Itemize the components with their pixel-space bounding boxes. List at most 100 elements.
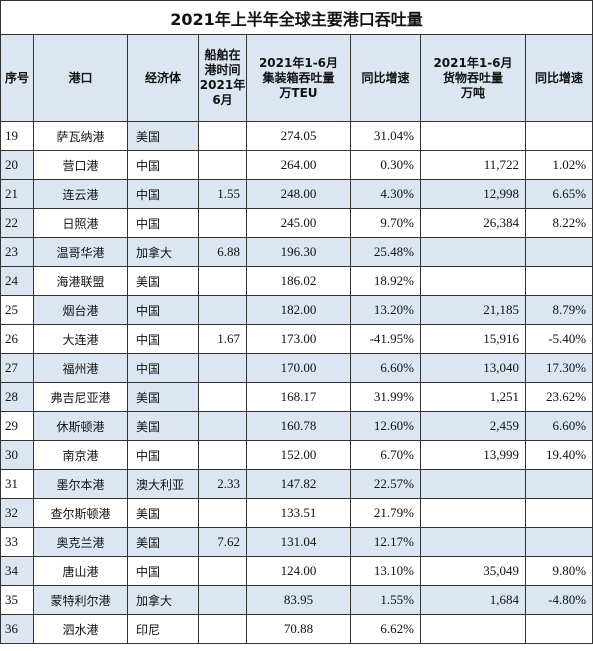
cell-port: 营口港 (33, 150, 128, 180)
cell-teu-yoy: 31.99% (350, 382, 421, 412)
header-row: 序号 港口 经济体 船舶在 港时间 2021年 6月 2021年1-6月 集装箱… (0, 34, 593, 122)
cell-teu-yoy: 13.10% (350, 556, 421, 586)
table-row: 27 福州港 中国 170.00 6.60% 13,040 17.30% (0, 353, 593, 383)
cell-berth (198, 295, 247, 325)
cell-port: 蒙特利尔港 (33, 585, 128, 615)
header-cargo-line: 货物吞吐量 (442, 70, 503, 85)
cell-berth: 7.62 (198, 527, 247, 557)
cell-seq: 21 (0, 179, 34, 209)
header-berth-line: 2021年 (199, 78, 246, 92)
cell-berth: 2.33 (198, 469, 247, 499)
cell-berth: 1.55 (198, 179, 247, 209)
cell-berth (198, 266, 247, 296)
cell-teu: 264.00 (246, 150, 351, 180)
cell-seq: 24 (0, 266, 34, 296)
cell-cargo-yoy: 6.65% (524, 179, 593, 209)
cell-seq: 32 (0, 498, 34, 528)
cell-cargo (420, 498, 526, 528)
cell-teu: 196.30 (246, 237, 351, 267)
cell-berth (198, 411, 247, 441)
cell-cargo: 21,185 (420, 295, 526, 325)
cell-cargo: 12,998 (420, 179, 526, 209)
cell-cargo-yoy (524, 614, 593, 644)
cell-cargo: 2,459 (420, 411, 526, 441)
cell-seq: 26 (0, 324, 34, 354)
cell-port: 萨瓦纳港 (33, 121, 128, 151)
cell-economy: 美国 (127, 527, 199, 557)
cell-economy: 中国 (127, 208, 199, 238)
cell-cargo-yoy: 17.30% (524, 353, 593, 383)
cell-port: 烟台港 (33, 295, 128, 325)
cell-port: 墨尔本港 (33, 469, 128, 499)
cell-berth (198, 585, 247, 615)
cell-cargo (420, 237, 526, 267)
cell-teu: 124.00 (246, 556, 351, 586)
cell-cargo-yoy (524, 266, 593, 296)
cell-berth: 1.67 (198, 324, 247, 354)
cell-port: 海港联盟 (33, 266, 128, 296)
cell-teu-yoy: 9.70% (350, 208, 421, 238)
header-teu: 2021年1-6月 集装箱吞吐量 万TEU (246, 34, 351, 122)
cell-cargo (420, 121, 526, 151)
cell-teu-yoy: 18.92% (350, 266, 421, 296)
cell-cargo: 35,049 (420, 556, 526, 586)
table-body: 19 萨瓦纳港 美国 274.05 31.04% 20 营口港 中国 264.0… (0, 121, 593, 644)
cell-cargo (420, 614, 526, 644)
cell-seq: 31 (0, 469, 34, 499)
table-row: 35 蒙特利尔港 加拿大 83.95 1.55% 1,684 -4.80% (0, 585, 593, 615)
cell-teu: 274.05 (246, 121, 351, 151)
cell-teu-yoy: 21.79% (350, 498, 421, 528)
cell-economy: 美国 (127, 121, 199, 151)
cell-seq: 27 (0, 353, 34, 383)
cell-berth (198, 614, 247, 644)
cell-berth (198, 498, 247, 528)
header-seq: 序号 (0, 34, 34, 122)
cell-economy: 印尼 (127, 614, 199, 644)
header-teu-yoy: 同比增速 (350, 34, 421, 122)
cell-seq: 25 (0, 295, 34, 325)
cell-teu: 160.78 (246, 411, 351, 441)
cell-teu: 170.00 (246, 353, 351, 383)
cell-economy: 澳大利亚 (127, 469, 199, 499)
cell-cargo-yoy (524, 469, 593, 499)
table-row: 29 休斯顿港 美国 160.78 12.60% 2,459 6.60% (0, 411, 593, 441)
cell-teu-yoy: 31.04% (350, 121, 421, 151)
cell-teu-yoy: 4.30% (350, 179, 421, 209)
cell-cargo (420, 469, 526, 499)
cell-cargo: 15,916 (420, 324, 526, 354)
cell-port: 连云港 (33, 179, 128, 209)
cell-port: 泗水港 (33, 614, 128, 644)
cell-cargo: 13,999 (420, 440, 526, 470)
table-row: 32 查尔斯顿港 美国 133.51 21.79% (0, 498, 593, 528)
header-economy: 经济体 (127, 34, 199, 122)
cell-cargo: 26,384 (420, 208, 526, 238)
table-title: 2021年上半年全球主要港口吞吐量 (0, 0, 593, 35)
cell-teu-yoy: 12.60% (350, 411, 421, 441)
table-row: 21 连云港 中国 1.55 248.00 4.30% 12,998 6.65% (0, 179, 593, 209)
cell-cargo: 13,040 (420, 353, 526, 383)
cell-teu-yoy: 25.48% (350, 237, 421, 267)
table-row: 28 弗吉尼亚港 美国 168.17 31.99% 1,251 23.62% (0, 382, 593, 412)
header-cargo-yoy: 同比增速 (524, 34, 593, 122)
cell-economy: 中国 (127, 440, 199, 470)
cell-teu: 133.51 (246, 498, 351, 528)
table-row: 31 墨尔本港 澳大利亚 2.33 147.82 22.57% (0, 469, 593, 499)
cell-seq: 28 (0, 382, 34, 412)
cell-economy: 美国 (127, 382, 199, 412)
header-teu-line: 集装箱吞吐量 (262, 70, 335, 85)
cell-port: 弗吉尼亚港 (33, 382, 128, 412)
table-row: 34 唐山港 中国 124.00 13.10% 35,049 9.80% (0, 556, 593, 586)
cell-cargo-yoy (524, 237, 593, 267)
cell-economy: 中国 (127, 324, 199, 354)
cell-port: 大连港 (33, 324, 128, 354)
header-berth-line: 港时间 (204, 63, 241, 77)
cell-teu: 131.04 (246, 527, 351, 557)
cell-cargo-yoy (524, 498, 593, 528)
cell-teu-yoy: 13.20% (350, 295, 421, 325)
header-berth-line: 6月 (212, 93, 233, 107)
cell-economy: 中国 (127, 353, 199, 383)
cell-economy: 美国 (127, 266, 199, 296)
cell-berth (198, 353, 247, 383)
cell-seq: 33 (0, 527, 34, 557)
